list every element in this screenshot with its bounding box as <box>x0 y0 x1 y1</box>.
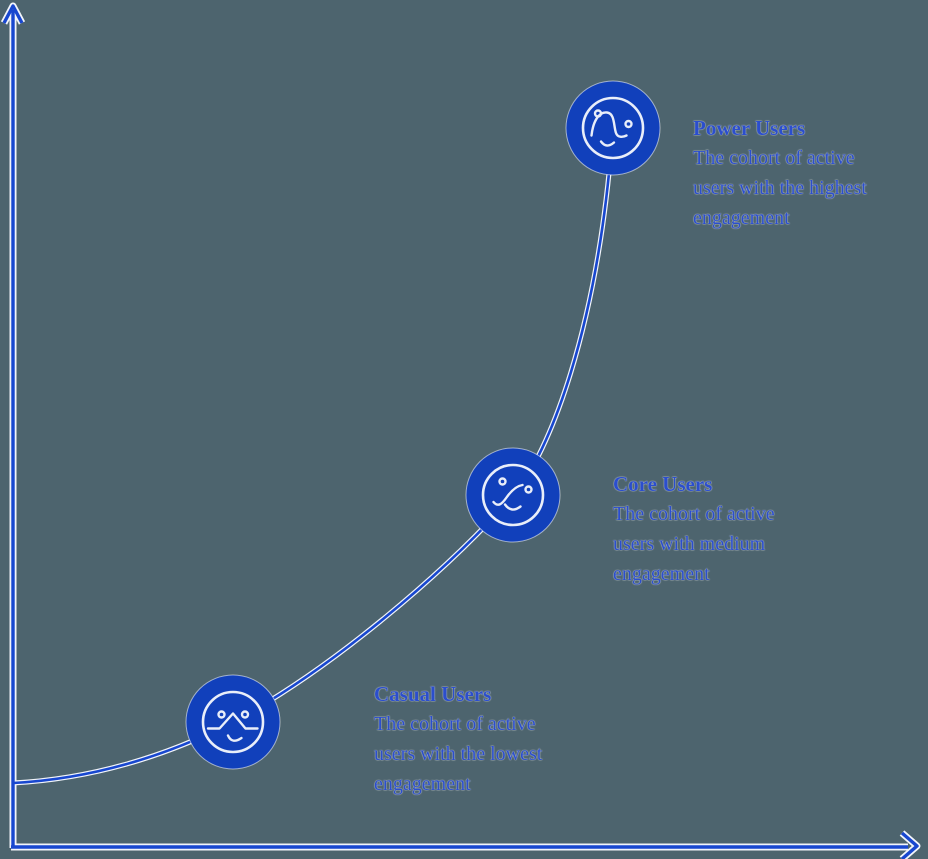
smile-mouth <box>599 140 616 147</box>
cohort-title: Core Users <box>613 472 713 496</box>
growth-curve-line <box>12 139 614 785</box>
core-users-label: Core Users The cohort of active users wi… <box>613 469 775 589</box>
badge-inner-ring <box>201 690 265 754</box>
power-users-badge <box>565 80 661 176</box>
casual-users-badge <box>185 674 281 770</box>
badge-disc <box>565 80 661 176</box>
up-arrow-icon <box>2 4 24 24</box>
cohort-description-line: users with medium <box>613 533 766 555</box>
power-users-label: Power Users The cohort of active users w… <box>693 113 867 233</box>
cohort-description-line: engagement <box>613 563 710 585</box>
left-eye <box>217 710 226 719</box>
badge-disc <box>185 674 281 770</box>
line-ink-layer <box>2 4 919 859</box>
right-eye <box>240 710 250 719</box>
zigzag-nose <box>206 712 259 730</box>
badge-disc <box>465 447 561 543</box>
casual-users-label: Casual Users The cohort of active users … <box>374 679 542 799</box>
cohort-description-line: The cohort of active <box>693 147 855 169</box>
cohort-title: Power Users <box>693 116 806 140</box>
badge-inner-ring <box>581 96 645 160</box>
left-eye <box>498 477 507 486</box>
right-eye-dot <box>524 485 533 494</box>
smile-mouth <box>503 503 522 511</box>
cohort-description-line: users with the highest <box>693 177 867 199</box>
content-face-icon <box>465 447 561 543</box>
wave-nose <box>492 483 524 506</box>
cohort-description-line: engagement <box>374 773 471 795</box>
calm-face-icon <box>565 80 661 176</box>
badge-inner-ring <box>481 463 545 527</box>
cohort-description-line: The cohort of active <box>613 503 775 525</box>
cohort-title: Casual Users <box>374 682 492 706</box>
right-eye <box>624 119 633 129</box>
right-arrow-icon <box>900 831 919 859</box>
core-users-badge <box>465 447 561 543</box>
cohort-description-line: users with the lowest <box>374 743 543 765</box>
smile-mouth <box>226 734 243 742</box>
cohort-description-line: The cohort of active <box>374 713 536 735</box>
cohort-description-line: engagement <box>693 207 790 229</box>
happy-face-icon <box>185 674 281 770</box>
s-curve-nose <box>590 111 628 138</box>
